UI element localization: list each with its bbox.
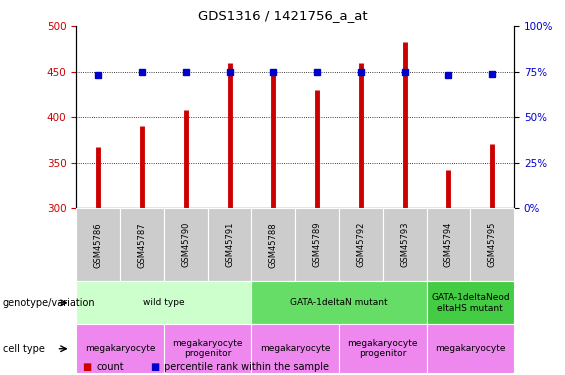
Text: megakaryocyte: megakaryocyte: [260, 344, 331, 353]
Text: cell type: cell type: [3, 344, 45, 354]
Text: percentile rank within the sample: percentile rank within the sample: [164, 362, 329, 372]
Text: GSM45794: GSM45794: [444, 222, 453, 267]
Text: ■: ■: [82, 362, 91, 372]
Text: megakaryocyte: megakaryocyte: [85, 344, 155, 353]
Text: GDS1316 / 1421756_a_at: GDS1316 / 1421756_a_at: [198, 9, 367, 22]
Text: megakaryocyte: megakaryocyte: [435, 344, 506, 353]
Text: GSM45787: GSM45787: [137, 222, 146, 267]
Text: megakaryocyte
progenitor: megakaryocyte progenitor: [347, 339, 418, 358]
Text: GSM45792: GSM45792: [357, 222, 366, 267]
Text: ■: ■: [150, 362, 159, 372]
Text: GSM45786: GSM45786: [94, 222, 103, 267]
Text: genotype/variation: genotype/variation: [3, 298, 95, 308]
Text: GSM45789: GSM45789: [312, 222, 321, 267]
Text: GATA-1deltaNeod
eltaHS mutant: GATA-1deltaNeod eltaHS mutant: [431, 293, 510, 312]
Text: GSM45788: GSM45788: [269, 222, 278, 267]
Text: megakaryocyte
progenitor: megakaryocyte progenitor: [172, 339, 243, 358]
Text: GSM45790: GSM45790: [181, 222, 190, 267]
Text: GSM45791: GSM45791: [225, 222, 234, 267]
Text: wild type: wild type: [143, 298, 185, 307]
Text: GSM45793: GSM45793: [400, 222, 409, 267]
Text: GATA-1deltaN mutant: GATA-1deltaN mutant: [290, 298, 388, 307]
Text: GSM45795: GSM45795: [488, 222, 497, 267]
Text: count: count: [96, 362, 124, 372]
